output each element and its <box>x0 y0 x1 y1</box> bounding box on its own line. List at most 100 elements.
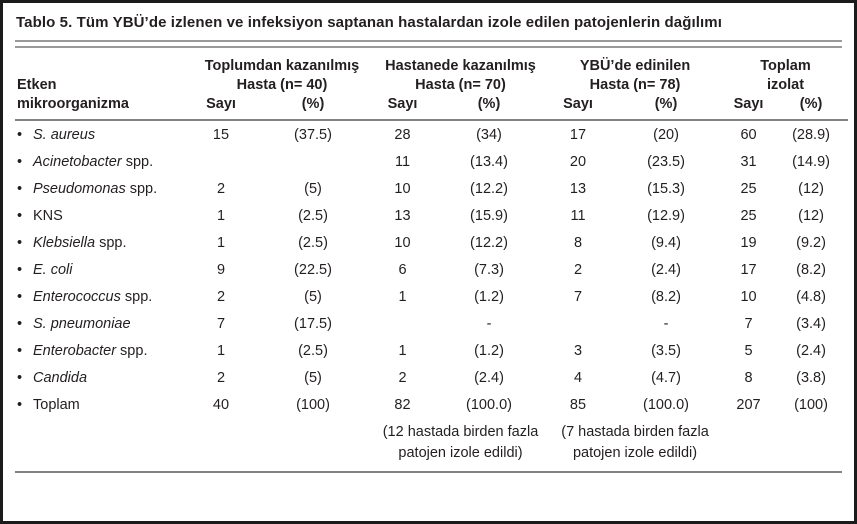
cell-pct-3: (9.4) <box>651 235 681 251</box>
header-measure-row: mikroorganizma Sayı (%) Sayı (%) Sayı (%… <box>15 95 849 121</box>
cell-count-4: 5 <box>744 343 753 359</box>
cell-count-3: 85 <box>569 397 587 413</box>
cell-pct-4: (14.9) <box>792 154 830 170</box>
count-header-3: Sayı <box>547 95 609 121</box>
cell-pct-2: (13.4) <box>470 154 508 170</box>
cell-count-3: 2 <box>573 262 583 278</box>
cell-count-2: 11 <box>394 154 411 170</box>
cell-pct-1: (17.5) <box>294 316 332 332</box>
cell-count-1: 40 <box>212 397 230 413</box>
cell-count-1 <box>190 148 252 175</box>
organism-name-italic: S. aureus <box>33 127 96 143</box>
cell-count-3: 3 <box>573 343 583 359</box>
organism-name-cell: • Enterobacter spp. <box>15 337 190 364</box>
cell-pct-3: (12.9) <box>647 208 685 224</box>
pct-header-2: (%) <box>431 95 547 121</box>
col-group-icu-sub: Hasta (n= 78) <box>589 77 681 93</box>
cell-pct-1: (37.5) <box>294 127 332 143</box>
cell-count-2 <box>374 310 431 337</box>
col-group-hospital-sub: Hasta (n= 70) <box>415 77 506 93</box>
cell-count-2: 10 <box>394 181 411 197</box>
header-spacer <box>15 48 190 76</box>
bullet-icon: • <box>17 127 23 143</box>
cell-pct-3: - <box>663 316 669 332</box>
cell-count-1: 15 <box>212 127 230 143</box>
pathogen-distribution-table: Toplumdan kazanılmış Hastanede kazanılmı… <box>15 48 849 464</box>
organism-name-italic: Pseudomonas <box>33 181 126 197</box>
cell-pct-3: (20) <box>653 127 679 143</box>
organism-name-regular: spp. <box>120 289 153 305</box>
cell-count-4: 25 <box>740 181 757 197</box>
organism-name-cell: • Acinetobacter spp. <box>15 148 190 175</box>
cell-pct-2: (2.4) <box>474 370 504 386</box>
cell-count-4: 7 <box>744 316 753 332</box>
footnote-row: (12 hastada birden fazla patojen izole e… <box>15 418 848 464</box>
organism-name-regular: spp. <box>95 235 127 251</box>
cell-pct-4: (9.2) <box>796 235 826 251</box>
cell-count-2: 13 <box>394 208 411 224</box>
cell-pct-4: (12) <box>798 181 824 197</box>
cell-pct-3: (2.4) <box>651 262 681 278</box>
cell-count-4: 60 <box>740 127 757 143</box>
cell-pct-2: (7.3) <box>474 262 504 278</box>
cell-count-4: 25 <box>740 208 757 224</box>
table-row: • E. coli 9 (22.5) 6 (7.3) 2 (2.4) 17 (8.… <box>15 256 848 283</box>
cell-pct-3: (8.2) <box>651 289 681 305</box>
header-group-row: Toplumdan kazanılmış Hastanede kazanılmı… <box>15 48 848 76</box>
cell-count-4: 19 <box>740 235 757 251</box>
cell-count-4: 207 <box>736 397 761 413</box>
footnote-hospital-line2: patojen izole edildi) <box>398 445 523 461</box>
cell-count-4: 17 <box>740 262 757 278</box>
bullet-icon: • <box>17 370 23 386</box>
header-sub-row: Etken Hasta (n= 40) Hasta (n= 70) Hasta … <box>15 76 848 95</box>
cell-pct-1: (22.5) <box>294 262 332 278</box>
organism-name-regular: spp. <box>121 154 154 170</box>
bottom-divider-rule <box>15 471 842 473</box>
cell-pct-2: (15.9) <box>470 208 508 224</box>
bullet-icon: • <box>17 397 23 413</box>
organism-name-cell: • E. coli <box>15 256 190 283</box>
table-row: • Klebsiella spp. 1 (2.5) 10 (12.2) 8 (9.… <box>15 229 848 256</box>
cell-count-1: 2 <box>216 289 226 305</box>
count-header-1: Sayı <box>190 95 252 121</box>
cell-count-1: 2 <box>216 370 226 386</box>
col-group-total: Toplam <box>760 58 811 74</box>
cell-pct-3: (3.5) <box>651 343 681 359</box>
organism-name-italic: Acinetobacter <box>33 154 122 170</box>
organism-name-regular: KNS <box>33 208 63 224</box>
cell-pct-2: (1.2) <box>474 343 504 359</box>
table-row: • S. pneumoniae 7 (17.5) - - 7 (3.4) <box>15 310 848 337</box>
cell-pct-1: (5) <box>304 289 322 305</box>
cell-count-3 <box>547 310 609 337</box>
cell-count-3: 17 <box>569 127 587 143</box>
bullet-icon: • <box>17 235 23 251</box>
cell-count-3: 20 <box>569 154 587 170</box>
cell-pct-3: (4.7) <box>651 370 681 386</box>
organism-name-cell: • S. pneumoniae <box>15 310 190 337</box>
table-row: • Enterobacter spp. 1 (2.5) 1 (1.2) 3 (3.… <box>15 337 848 364</box>
organism-name-italic: Enterococcus <box>33 289 121 305</box>
table-row: • KNS 1 (2.5) 13 (15.9) 11 (12.9) 25 (12) <box>15 202 848 229</box>
organism-name-italic: Klebsiella <box>33 235 96 251</box>
table-body: • S. aureus 15 (37.5) 28 (34) 17 (20) 60 … <box>15 120 848 418</box>
cell-pct-1 <box>252 148 374 175</box>
cell-pct-1: (5) <box>304 370 322 386</box>
cell-count-3: 7 <box>573 289 583 305</box>
cell-pct-2: - <box>486 316 492 332</box>
cell-pct-2: (12.2) <box>470 235 508 251</box>
bullet-icon: • <box>17 316 23 332</box>
count-header-2: Sayı <box>374 95 431 121</box>
bullet-icon: • <box>17 262 23 278</box>
table-row: • Candida 2 (5) 2 (2.4) 4 (4.7) 8 (3.8) <box>15 364 848 391</box>
organism-name-italic: E. coli <box>33 262 73 278</box>
row-header-etken: Etken <box>17 77 57 93</box>
cell-pct-4: (100) <box>794 397 828 413</box>
organism-name-italic: S. pneumoniae <box>33 316 131 332</box>
pct-header-4: (%) <box>774 95 849 121</box>
footnote-hospital: (12 hastada birden fazla patojen izole e… <box>374 418 547 464</box>
cell-count-3: 8 <box>573 235 583 251</box>
cell-count-2: 6 <box>398 262 407 278</box>
footnote-spacer-left <box>15 418 374 464</box>
title-divider-double-rule <box>15 40 842 48</box>
